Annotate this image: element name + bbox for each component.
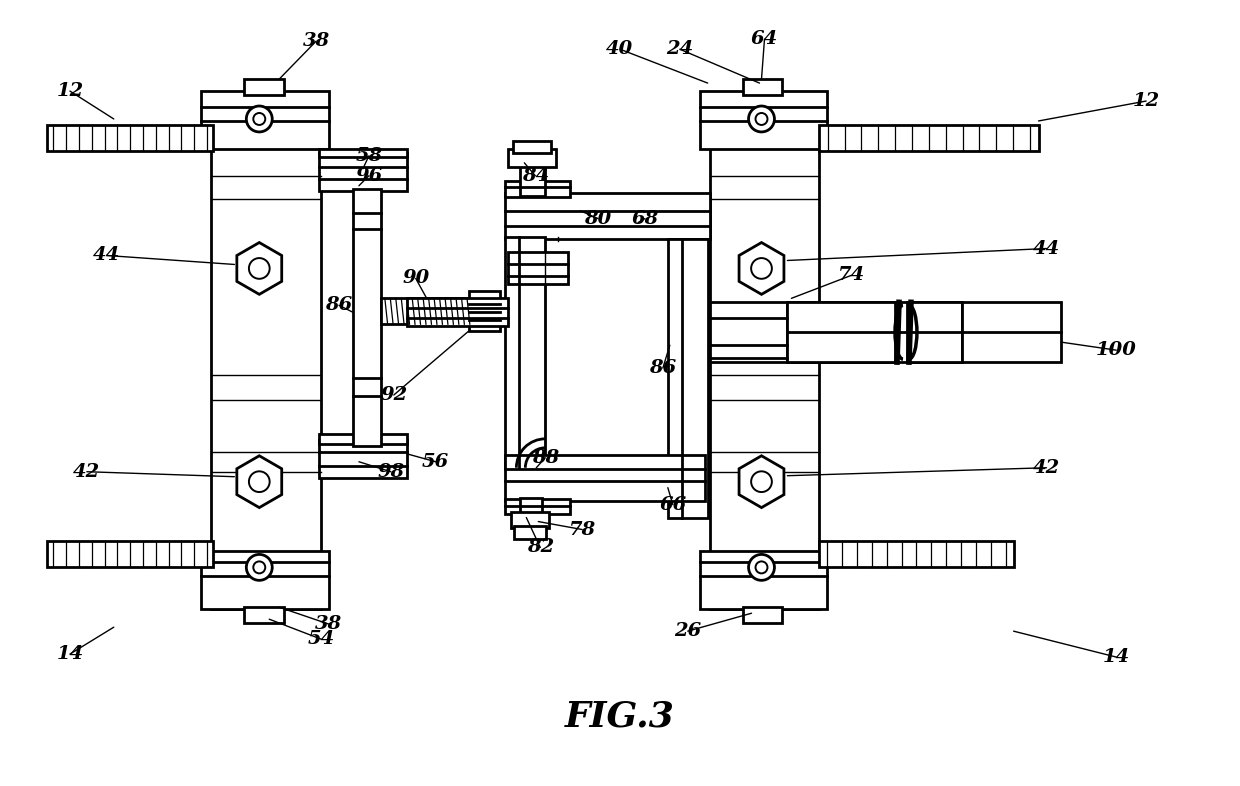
Bar bbox=[699, 91, 827, 149]
Text: 42: 42 bbox=[73, 463, 100, 481]
Bar bbox=[743, 608, 782, 623]
Text: 44: 44 bbox=[1033, 240, 1060, 258]
Bar bbox=[515, 526, 547, 539]
Text: 84: 84 bbox=[522, 167, 549, 185]
Bar bbox=[506, 237, 546, 468]
Bar bbox=[244, 608, 284, 623]
Text: 14: 14 bbox=[56, 645, 83, 663]
Text: 42: 42 bbox=[1033, 459, 1060, 477]
Text: FIG.3: FIG.3 bbox=[565, 700, 675, 734]
Circle shape bbox=[749, 554, 775, 580]
Bar bbox=[709, 303, 787, 362]
Circle shape bbox=[755, 561, 768, 573]
Text: 38: 38 bbox=[315, 615, 342, 634]
Bar bbox=[521, 156, 546, 196]
Text: 80: 80 bbox=[584, 210, 611, 228]
Text: 92: 92 bbox=[381, 386, 408, 404]
Bar bbox=[513, 141, 552, 152]
Bar bbox=[743, 79, 782, 95]
Bar bbox=[820, 542, 1013, 567]
Text: 24: 24 bbox=[666, 40, 693, 58]
Polygon shape bbox=[739, 243, 784, 294]
Bar bbox=[47, 542, 213, 567]
Text: 66: 66 bbox=[660, 496, 687, 513]
Text: 82: 82 bbox=[527, 538, 554, 556]
Circle shape bbox=[751, 472, 771, 492]
Text: 12: 12 bbox=[56, 82, 83, 100]
Polygon shape bbox=[739, 456, 784, 508]
Text: 40: 40 bbox=[606, 40, 634, 58]
Text: 74: 74 bbox=[837, 266, 864, 285]
Polygon shape bbox=[237, 456, 281, 508]
Text: 64: 64 bbox=[751, 30, 779, 48]
Text: 100: 100 bbox=[1096, 341, 1137, 359]
Bar bbox=[506, 181, 570, 196]
Text: 86: 86 bbox=[325, 296, 352, 314]
Bar bbox=[381, 299, 472, 325]
Bar bbox=[506, 455, 704, 501]
Text: 86: 86 bbox=[650, 359, 677, 377]
Bar bbox=[508, 252, 568, 285]
Bar bbox=[47, 125, 213, 151]
Text: 68: 68 bbox=[631, 210, 658, 228]
Text: 88: 88 bbox=[532, 449, 559, 467]
Bar bbox=[787, 303, 962, 362]
Text: 54: 54 bbox=[308, 630, 335, 648]
Bar bbox=[407, 299, 508, 326]
Bar bbox=[962, 303, 1061, 362]
Circle shape bbox=[247, 106, 273, 132]
Text: 14: 14 bbox=[1102, 648, 1130, 666]
Text: 90: 90 bbox=[402, 270, 429, 288]
Polygon shape bbox=[237, 243, 281, 294]
Text: 56: 56 bbox=[422, 453, 449, 471]
Bar bbox=[508, 149, 557, 167]
Bar bbox=[709, 113, 820, 609]
Bar bbox=[319, 440, 407, 478]
Bar bbox=[906, 303, 962, 362]
Bar bbox=[787, 303, 895, 362]
Bar bbox=[469, 292, 501, 331]
Text: 98: 98 bbox=[377, 463, 404, 481]
Bar bbox=[820, 125, 1039, 151]
Circle shape bbox=[751, 258, 771, 279]
Circle shape bbox=[249, 472, 269, 492]
Text: 26: 26 bbox=[675, 623, 702, 640]
Circle shape bbox=[755, 113, 768, 125]
Bar bbox=[319, 434, 407, 444]
Bar bbox=[668, 238, 708, 517]
Bar bbox=[244, 79, 284, 95]
Circle shape bbox=[253, 113, 265, 125]
Text: 44: 44 bbox=[93, 247, 120, 264]
Bar bbox=[201, 552, 329, 609]
Circle shape bbox=[249, 258, 269, 279]
Bar bbox=[212, 113, 321, 609]
Bar bbox=[319, 149, 407, 157]
Bar bbox=[201, 91, 329, 149]
Bar bbox=[353, 189, 381, 446]
Bar bbox=[506, 193, 709, 238]
Circle shape bbox=[253, 561, 265, 573]
Text: 58: 58 bbox=[356, 147, 382, 165]
Bar bbox=[699, 552, 827, 609]
Text: 38: 38 bbox=[303, 32, 330, 50]
Text: 96: 96 bbox=[356, 167, 382, 185]
Bar bbox=[521, 498, 542, 535]
Bar bbox=[506, 498, 570, 513]
Text: 78: 78 bbox=[568, 520, 595, 538]
Circle shape bbox=[247, 554, 273, 580]
Text: 12: 12 bbox=[1132, 92, 1159, 110]
Circle shape bbox=[749, 106, 775, 132]
Bar bbox=[511, 512, 549, 527]
Bar bbox=[319, 152, 407, 191]
